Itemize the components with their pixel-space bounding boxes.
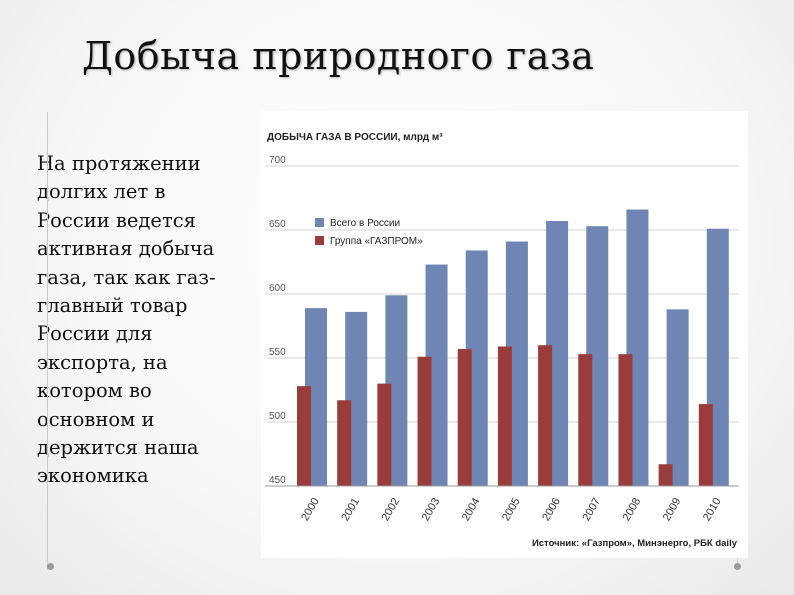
x-tick-label: 2005: [500, 496, 523, 523]
legend-label-gazprom: Группа «ГАЗПРОМ»: [330, 236, 423, 247]
gazprom-bar: [457, 349, 472, 486]
body-text: На протяжении долгих лет в России ведетс…: [37, 152, 216, 488]
x-tick-label: 2008: [621, 496, 644, 523]
bullet-dot-right: [734, 563, 741, 570]
bullet-dot-left: [47, 563, 54, 570]
gazprom-bar: [578, 354, 593, 486]
chart-panel: 700 650 600 550 500 450 2000 2001 2002 2003 2004 20…: [261, 111, 748, 558]
gazprom-bar: [297, 386, 311, 486]
legend-swatch-total: [315, 218, 324, 227]
y-tick-label: 450: [269, 475, 286, 486]
x-tick-label: 2002: [380, 496, 403, 523]
total-bar: [666, 309, 689, 486]
slide-title: Добыча природного газа: [82, 34, 595, 78]
chart-title: ДОБЫЧА ГАЗА В РОССИИ, млрд м³: [267, 132, 443, 143]
gazprom-bar: [337, 400, 352, 486]
y-tick-label: 550: [269, 347, 286, 358]
x-tick-label: 2010: [701, 496, 724, 523]
chart-source: Источник: «Газпром», Минэнерго, РБК dail…: [532, 538, 738, 549]
bars-layer: [297, 209, 729, 486]
gazprom-bar: [417, 356, 432, 486]
gazprom-bar: [497, 346, 512, 486]
x-tick-label: 2006: [540, 496, 563, 523]
y-tick-label: 500: [269, 411, 286, 422]
x-tick-label: 2001: [339, 496, 362, 523]
y-tick-label: 700: [269, 155, 286, 166]
x-tick-label: 2004: [460, 496, 483, 523]
chart-legend: Всего в России Группа «ГАЗПРОМ»: [315, 218, 423, 247]
y-tick-label: 600: [269, 283, 286, 294]
gas-production-chart: 700 650 600 550 500 450 2000 2001 2002 2003 2004 20…: [265, 132, 739, 549]
legend-label-total: Всего в России: [330, 218, 400, 229]
x-tick-label: 2007: [580, 496, 603, 523]
y-tick-label: 650: [269, 219, 286, 230]
left-divider: [47, 112, 48, 570]
x-tick-label: 2009: [661, 496, 684, 523]
x-tick-label: 2003: [420, 496, 443, 523]
gazprom-bar: [698, 404, 713, 486]
gazprom-bar: [538, 345, 553, 486]
gazprom-bar: [658, 464, 673, 486]
legend-swatch-gazprom: [315, 236, 324, 245]
x-tick-label: 2000: [299, 496, 322, 523]
gazprom-bar: [377, 383, 392, 486]
gazprom-bar: [618, 354, 633, 486]
